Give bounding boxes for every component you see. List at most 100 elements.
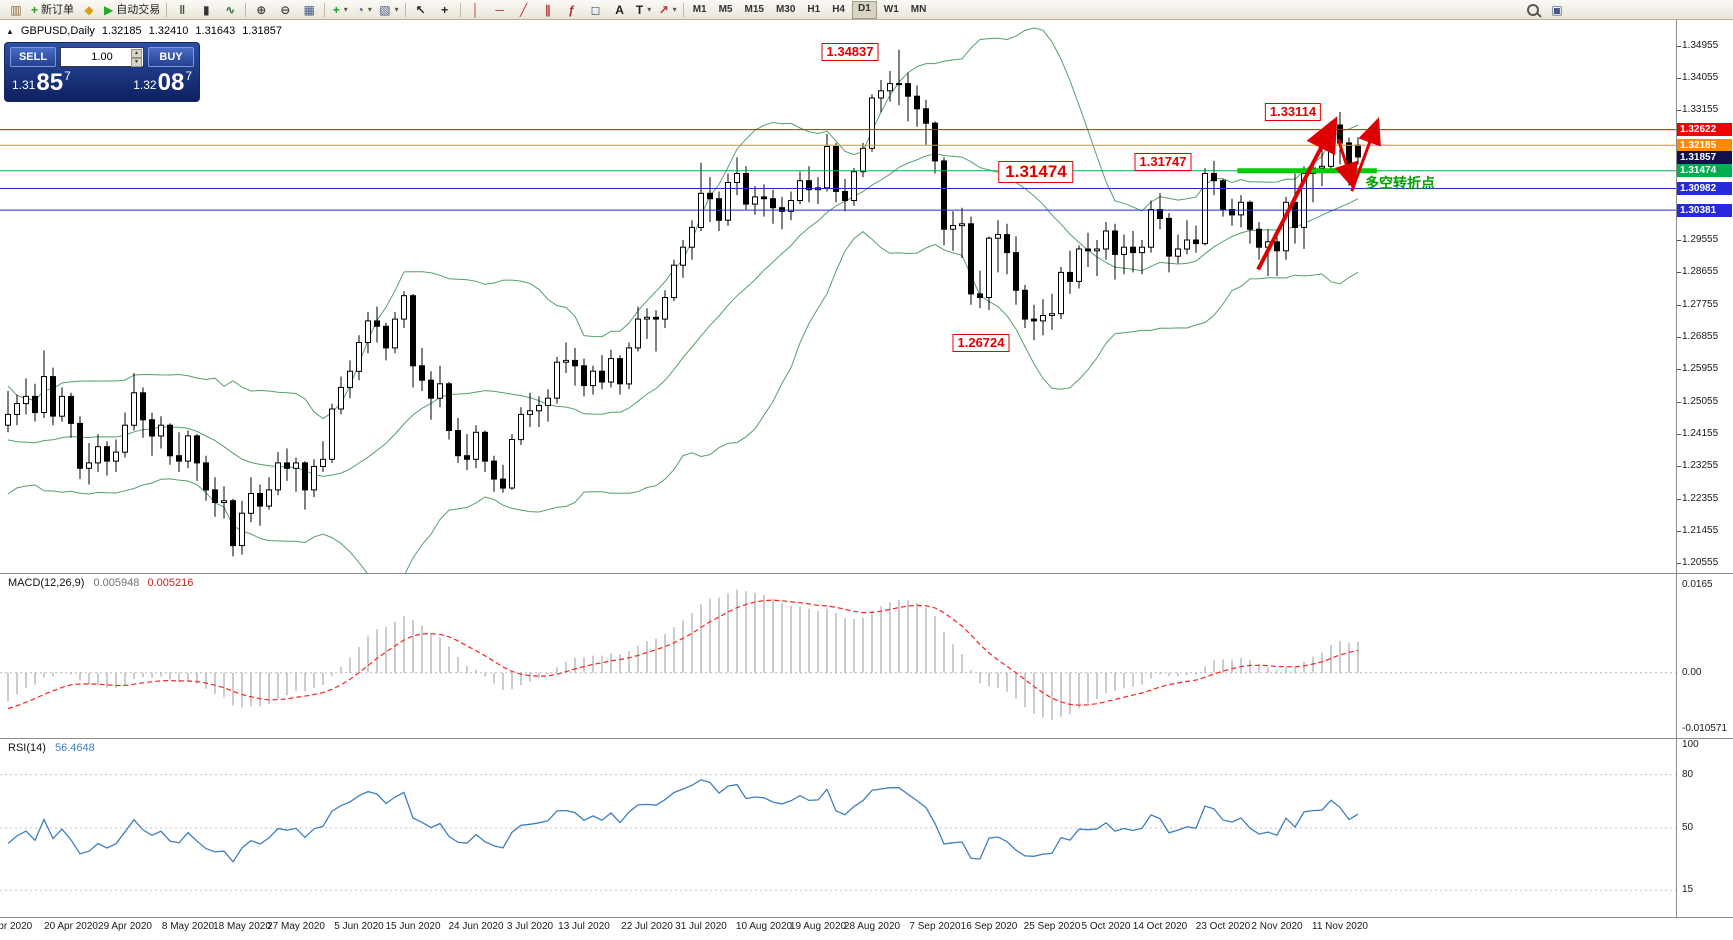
rsi-axis-tick: 100 (1682, 739, 1699, 750)
date-axis-label: 16 Sep 2020 (960, 921, 1018, 932)
candle (887, 71, 893, 102)
price-callout[interactable]: 1.31474 (998, 161, 1074, 183)
candle (923, 99, 929, 145)
price-callout[interactable]: 1.33114 (1264, 103, 1322, 121)
date-axis-label: 8 Apr 2020 (0, 921, 33, 932)
sell-button[interactable]: SELL (10, 47, 56, 67)
candle (311, 459, 317, 498)
arrow-object[interactable] (1256, 116, 1338, 271)
candle (1130, 231, 1136, 273)
turning-point-note[interactable]: 多空转折点 (1365, 175, 1435, 191)
date-axis-label: 24 Jun 2020 (448, 921, 504, 932)
rsi-panel-canvas[interactable] (0, 739, 1676, 917)
candle (1220, 178, 1226, 217)
period-selector-icon[interactable]: ◔ ▾ (352, 1, 376, 19)
date-axis-label: 7 Sep 2020 (909, 921, 961, 932)
panel-divider[interactable] (0, 573, 1733, 574)
macd-panel-canvas[interactable] (0, 574, 1676, 738)
candle (383, 322, 389, 361)
candle (995, 220, 1001, 273)
chart-windows-icon[interactable]: ▣ (1545, 1, 1569, 19)
candle (1229, 198, 1235, 226)
zoom-out-icon[interactable]: ⊖ (273, 1, 297, 19)
date-axis-label: 3 Jul 2020 (506, 921, 554, 932)
bid-price: 1.31 85 7 (12, 69, 71, 95)
fibonacci-tool-icon[interactable]: ƒ (560, 1, 584, 19)
price-axis-tick: 1.20555 (1682, 557, 1719, 568)
candle (347, 360, 353, 399)
expert-advisors-glyph: ◆ (84, 2, 94, 17)
shapes-tool-icon[interactable]: ◻ (584, 1, 608, 19)
date-axis-label: 2 Nov 2020 (1251, 921, 1303, 932)
timeframe-mn[interactable]: MN (910, 3, 927, 15)
crosshair-tool-icon[interactable]: + (433, 1, 457, 19)
timeframe-d1[interactable]: D1 (852, 0, 877, 19)
new-chart-icon[interactable]: ▥ (4, 1, 28, 19)
candle (779, 196, 785, 230)
candle (797, 171, 803, 205)
candle (77, 416, 83, 480)
macd-axis-tick: 0.00 (1682, 667, 1702, 678)
arrows-tool-icon[interactable]: ↗ ▾ (656, 1, 680, 19)
trendline-tool-icon[interactable]: ╱ (512, 1, 536, 19)
shapes-tool-glyph: ◻ (590, 2, 601, 17)
volume-input[interactable]: 1.00 ▲ ▼ (60, 47, 144, 67)
search-icon[interactable] (1521, 1, 1545, 19)
timeframe-m15[interactable]: M15 (744, 3, 764, 15)
price-axis-tick-mark (1677, 110, 1681, 111)
template-selector-icon[interactable]: ▧ ▾ (376, 1, 401, 19)
volume-up-button[interactable]: ▲ (131, 49, 142, 58)
timeframe-m1[interactable]: M1 (692, 3, 707, 15)
candlestick-mode-icon[interactable]: ▮ (194, 1, 218, 19)
line-chart-mode-icon[interactable]: ∿ (218, 1, 242, 19)
vertical-line-tool-icon[interactable]: │ (464, 1, 488, 19)
candle (680, 240, 686, 278)
candle (464, 434, 470, 471)
cursor-tool-icon[interactable]: ↖ (409, 1, 433, 19)
arrow-object[interactable] (1350, 117, 1381, 192)
collapse-trade-panel-icon[interactable]: ▲ (6, 26, 14, 36)
timeframe-h4[interactable]: H4 (832, 3, 845, 15)
volume-down-button[interactable]: ▼ (131, 58, 142, 67)
indicators-list-icon[interactable]: + ▾ (328, 1, 352, 19)
candle (761, 184, 767, 217)
candle (203, 455, 209, 501)
tile-windows-icon[interactable]: ▦ (297, 1, 321, 19)
panel-divider[interactable] (0, 738, 1733, 739)
main-toolbar: ▥ + 新订单 ◆ ▶ 自动交易 ‖ ▮ ∿ ⊕ ⊖ ▦ + ▾ ◔ ▾ ▧ ▾ ↖ + │ ─ ╱ ∥ ƒ ◻ A T ▾ ↗ ▾ M1 M5… (0, 0, 1733, 20)
panel-divider[interactable] (0, 917, 1733, 918)
price-callout[interactable]: 1.34837 (821, 43, 879, 61)
date-axis-label: 29 Apr 2020 (98, 921, 152, 932)
price-axis-tick-mark (1677, 434, 1681, 435)
rsi-line (7, 779, 1359, 863)
search-icon (1527, 3, 1539, 16)
open-value: 1.32185 (101, 25, 142, 37)
candle (14, 394, 20, 426)
timeframe-w1[interactable]: W1 (883, 3, 899, 15)
arrow-object[interactable] (1334, 138, 1358, 191)
text-tool-icon[interactable]: A (608, 1, 632, 19)
timeframe-m5[interactable]: M5 (718, 3, 733, 15)
bar-chart-mode-icon[interactable]: ‖ (170, 1, 194, 19)
timeframe-h1[interactable]: H1 (807, 3, 821, 15)
candle (608, 349, 614, 388)
horizontal-line-tool-icon[interactable]: ─ (488, 1, 512, 19)
price-chart-canvas[interactable] (0, 20, 1676, 573)
label-tool-icon[interactable]: T ▾ (632, 1, 656, 19)
date-axis-label: 22 Jul 2020 (621, 921, 673, 932)
channel-tool-icon[interactable]: ∥ (536, 1, 560, 19)
buy-button[interactable]: BUY (148, 47, 194, 67)
date-axis-label: 18 May 2020 (213, 921, 271, 932)
candle (1004, 223, 1010, 275)
new-order-button[interactable]: + 新订单 (28, 1, 77, 19)
zoom-out-glyph: ⊖ (280, 2, 291, 17)
zoom-in-icon[interactable]: ⊕ (249, 1, 273, 19)
autotrading-button[interactable]: ▶ 自动交易 (101, 1, 163, 19)
date-axis-label: 15 Jun 2020 (385, 921, 441, 932)
expert-advisors-icon[interactable]: ◆ (77, 1, 101, 19)
price-callout[interactable]: 1.31747 (1134, 153, 1192, 171)
timeframe-m30[interactable]: M30 (775, 3, 796, 15)
price-callout[interactable]: 1.26724 (952, 334, 1010, 352)
arrows-tool-glyph: ↗ (658, 2, 669, 17)
price-tag: 1.30381 (1677, 204, 1732, 217)
